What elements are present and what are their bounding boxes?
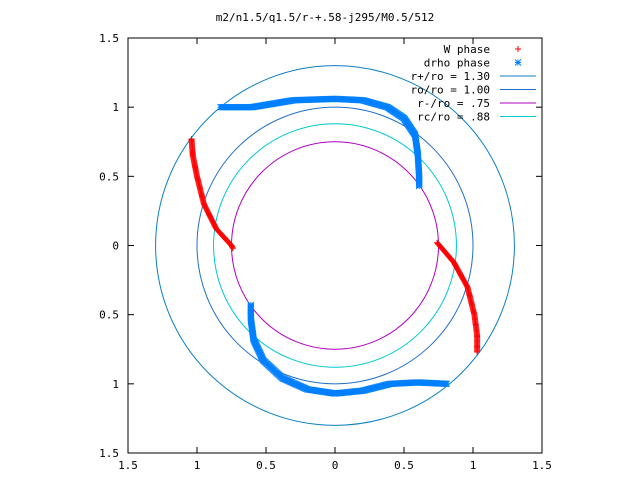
data-series (188, 95, 481, 397)
x-tick-label: 1.5 (118, 459, 138, 472)
data-point (415, 182, 423, 190)
axis-ticks: 1.5 1 0.5 0 0.5 1 1.51.510.500.511.5 (99, 32, 552, 472)
legend-label: drho phase (424, 57, 490, 70)
legend-swatch (515, 46, 521, 52)
y-tick-label: 1 (112, 378, 119, 391)
legend-label: r-/ro = .75 (417, 97, 490, 110)
reference-circle-2 (231, 141, 439, 350)
x-tick-label: 0 (332, 459, 339, 472)
x-tick-label: 0.5 (394, 459, 414, 472)
y-tick-label: 1.5 (99, 32, 119, 45)
reference-circle-0 (155, 65, 515, 426)
legend-label: W phase (444, 43, 490, 56)
legend-label: ro/ro = 1.00 (411, 84, 490, 97)
data-point (443, 380, 451, 388)
data-point (474, 349, 481, 356)
legend-label: rc/ro = .88 (417, 111, 490, 124)
y-tick-label: 0.5 (99, 309, 119, 322)
chart-title: m2/n1.5/q1.5/r-+.58-j295/M0.5/512 (216, 11, 435, 24)
legend-label: r+/ro = 1.30 (411, 70, 490, 83)
y-tick-label: 1 (112, 101, 119, 114)
x-tick-label: 1.5 (532, 459, 552, 472)
reference-circle-1 (196, 106, 474, 385)
x-tick-label: 1 (470, 459, 477, 472)
y-tick-label: 1.5 (99, 447, 119, 460)
legend-swatch (514, 59, 522, 66)
y-tick-label: 0.5 (99, 170, 119, 183)
reference-circle-3 (213, 123, 457, 368)
y-tick-label: 0 (112, 240, 119, 253)
data-point (229, 245, 236, 252)
x-tick-label: 1 (194, 459, 201, 472)
x-tick-label: 0.5 (256, 459, 276, 472)
